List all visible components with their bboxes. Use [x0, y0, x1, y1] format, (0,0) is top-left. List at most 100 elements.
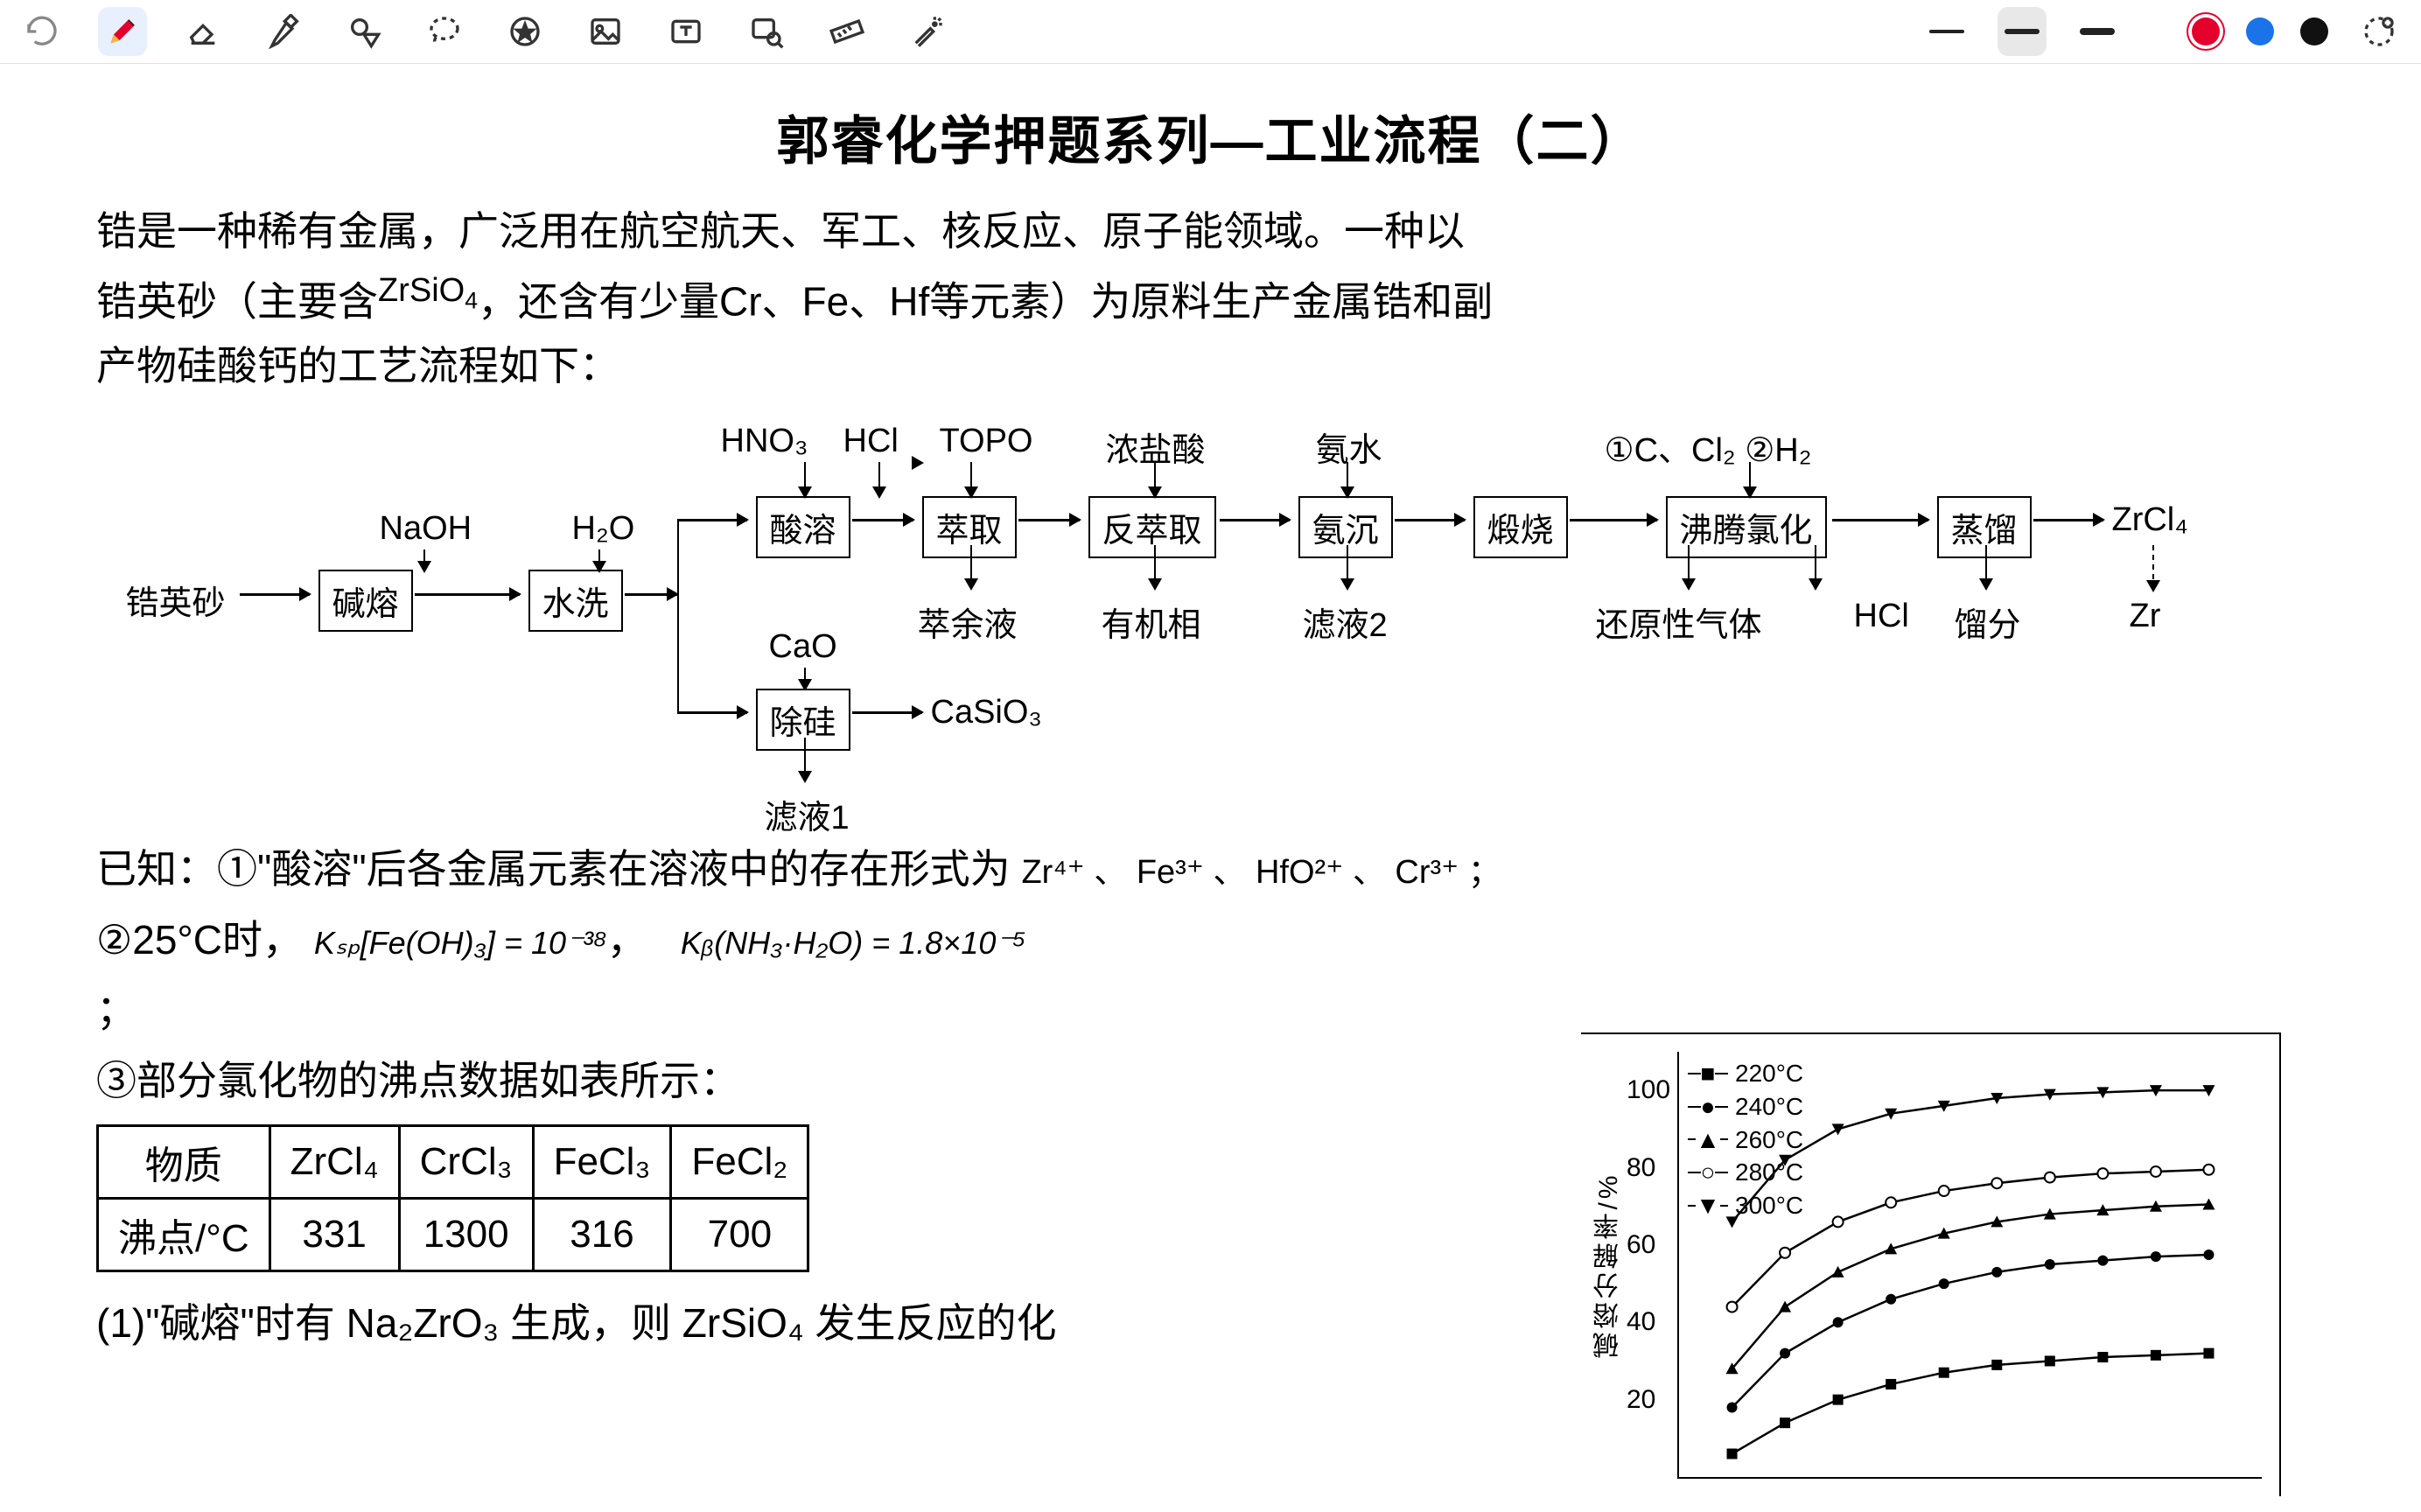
pen-icon	[105, 14, 140, 49]
box-4: 萃取	[922, 496, 1017, 558]
formula-zrsio4: ZrSiO4	[378, 272, 478, 309]
flow-diagram: NaOH H₂O HNO₃ HCl TOPO 浓盐酸 氨水 ①C、Cl₂ ②H₂…	[117, 414, 2305, 825]
box-7: 煅烧	[1473, 496, 1568, 558]
label-nh3: 氨水	[1316, 423, 1382, 471]
highlighter-icon	[266, 14, 301, 49]
y-tick: 20	[1627, 1385, 1655, 1415]
td: 700	[671, 1199, 808, 1271]
label-start: 锆英砂	[126, 576, 226, 624]
intro-line1: 锆是一种稀有金属，广泛用在航空航天、军工、核反应、原子能领域。一种以	[96, 208, 1465, 254]
y-axis-label: 碱熔分解率/%	[1590, 1172, 1628, 1358]
label-distillate: 馏分	[1955, 598, 2021, 646]
label-ccl2h2: ①C、Cl₂ ②H₂	[1605, 423, 1812, 471]
td: 1300	[399, 1199, 533, 1271]
label-hclout: HCl	[1854, 598, 1909, 635]
undo-button[interactable]	[17, 7, 66, 56]
intro-text: 锆是一种稀有金属，广泛用在航空航天、军工、核反应、原子能领域。一种以 锆英砂（主…	[96, 200, 2325, 398]
toolbar-right	[1922, 7, 2404, 56]
text-tool[interactable]	[661, 7, 710, 56]
th: FeCl₃	[533, 1126, 671, 1199]
add-color[interactable]	[2355, 7, 2404, 56]
undo-icon	[24, 14, 59, 49]
label-filtrate1: 滤液1	[765, 790, 850, 838]
chart-lines	[1679, 1052, 2262, 1477]
label-hno3: HNO₃	[721, 423, 808, 460]
th: ZrCl₄	[269, 1126, 399, 1199]
page-title: 郭睿化学押题系列—工业流程（二）	[96, 99, 2325, 175]
add-color-icon	[2362, 14, 2397, 49]
intro-line2a: 锆英砂（主要含	[96, 278, 378, 324]
y-tick: 60	[1627, 1230, 1655, 1260]
label-zr: Zr	[2130, 598, 2161, 635]
known-2: ②25°C时， Kₛₚ[Fe(OH)₃] = 10⁻³⁸， Kᵦ(NH₃·H₂O…	[96, 905, 2325, 1046]
eraser-tool[interactable]	[178, 7, 227, 56]
td: 沸点/°C	[98, 1199, 270, 1271]
y-tick: 40	[1627, 1307, 1655, 1337]
td: 316	[533, 1199, 671, 1271]
box-3: 酸溶	[756, 496, 850, 558]
label-reducing: 还原性气体	[1596, 598, 1762, 646]
thickness-thick[interactable]	[2073, 7, 2122, 56]
text-icon	[668, 14, 703, 49]
label-h2o: H₂O	[572, 510, 635, 548]
label-casio3: CaSiO₃	[931, 694, 1042, 732]
semi: ；	[96, 987, 136, 1032]
lasso-icon	[427, 14, 462, 49]
box-5: 反萃取	[1088, 496, 1216, 558]
table-row: 沸点/°C 331 1300 316 700	[98, 1199, 808, 1271]
k1a: ①"酸溶"后各金属元素在溶液中的存在形式为	[217, 846, 1011, 892]
ruler-icon	[829, 14, 864, 49]
laser-icon	[910, 14, 945, 49]
favorites-tool[interactable]	[500, 7, 549, 56]
label-zrcl4: ZrCl₄	[2112, 501, 2188, 539]
label-hcl: HCl	[843, 423, 899, 460]
known-1: 已知：①"酸溶"后各金属元素在溶液中的存在形式为 Zr⁴⁺ 、 Fe³⁺ 、 H…	[96, 834, 2325, 905]
chart: 碱熔分解率/% ■220°C●240°C▲260°C○280°C▼300°C 2…	[1581, 1032, 2281, 1496]
shape-icon	[346, 14, 381, 49]
thickness-thin[interactable]	[1922, 7, 1971, 56]
highlighter-tool[interactable]	[259, 7, 308, 56]
label-residue: 萃余液	[918, 598, 1018, 646]
k1b: Zr⁴⁺ 、 Fe³⁺ 、 HfO²⁺ 、 Cr³⁺ ；	[1021, 854, 1501, 891]
star-icon	[507, 14, 542, 49]
th: 物质	[98, 1126, 270, 1199]
y-tick: 100	[1627, 1075, 1670, 1105]
label-cao: CaO	[769, 628, 837, 666]
kb: Kᵦ(NH₃·H₂O) = 1.8×10⁻⁵	[681, 925, 1026, 961]
color-black[interactable]	[2300, 18, 2328, 46]
image-tool[interactable]	[581, 7, 630, 56]
box-9: 蒸馏	[1937, 496, 2032, 558]
label-naoh: NaOH	[380, 510, 472, 548]
known-label: 已知：	[96, 846, 217, 892]
eraser-icon	[185, 14, 220, 49]
k2a: ②25°C时，	[96, 917, 303, 962]
box-1: 碱熔	[318, 570, 413, 632]
box-6: 氨沉	[1298, 496, 1393, 558]
ruler-tool[interactable]	[822, 7, 871, 56]
intro-line2b: ，还含有少量Cr、Fe、Hf等元素）为原料生产金属锆和副	[478, 278, 1493, 324]
lasso-tool[interactable]	[420, 7, 469, 56]
table-row: 物质 ZrCl₄ CrCl₃ FeCl₃ FeCl₂	[98, 1126, 808, 1199]
ksp: Kₛₚ[Fe(OH)₃] = 10⁻³⁸	[314, 925, 607, 961]
laser-tool[interactable]	[903, 7, 952, 56]
label-topo: TOPO	[940, 423, 1033, 460]
y-tick: 80	[1627, 1153, 1655, 1183]
image-icon	[588, 14, 623, 49]
box-10: 除硅	[756, 689, 850, 751]
chart-plot-area: ■220°C●240°C▲260°C○280°C▼300°C 204060801…	[1677, 1052, 2262, 1479]
intro-line3: 产物硅酸钙的工艺流程如下：	[96, 343, 619, 388]
pen-tool[interactable]	[98, 7, 147, 56]
td: 331	[269, 1199, 399, 1271]
color-blue[interactable]	[2246, 18, 2274, 46]
image-search-tool[interactable]	[742, 7, 791, 56]
box-2: 水洗	[528, 570, 623, 632]
label-filtrate2: 滤液2	[1303, 598, 1388, 646]
shape-tool[interactable]	[339, 7, 388, 56]
color-red[interactable]	[2192, 18, 2220, 46]
toolbar	[0, 0, 2421, 63]
thickness-medium[interactable]	[1998, 7, 2047, 56]
boiling-point-table: 物质 ZrCl₄ CrCl₃ FeCl₃ FeCl₂ 沸点/°C 331 130…	[96, 1124, 809, 1272]
th: CrCl₃	[399, 1126, 533, 1199]
box-8: 沸腾氯化	[1666, 496, 1827, 558]
label-organic: 有机相	[1102, 598, 1201, 646]
